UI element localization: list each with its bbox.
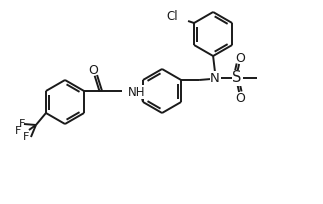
Text: F: F: [18, 119, 25, 129]
Text: F: F: [23, 132, 29, 142]
Text: F: F: [15, 126, 21, 136]
Text: Cl: Cl: [166, 10, 178, 22]
Text: S: S: [233, 71, 242, 85]
Text: N: N: [210, 71, 220, 84]
Text: NH: NH: [128, 85, 146, 99]
Text: O: O: [88, 63, 98, 76]
Text: O: O: [235, 51, 245, 64]
Text: O: O: [235, 92, 245, 104]
